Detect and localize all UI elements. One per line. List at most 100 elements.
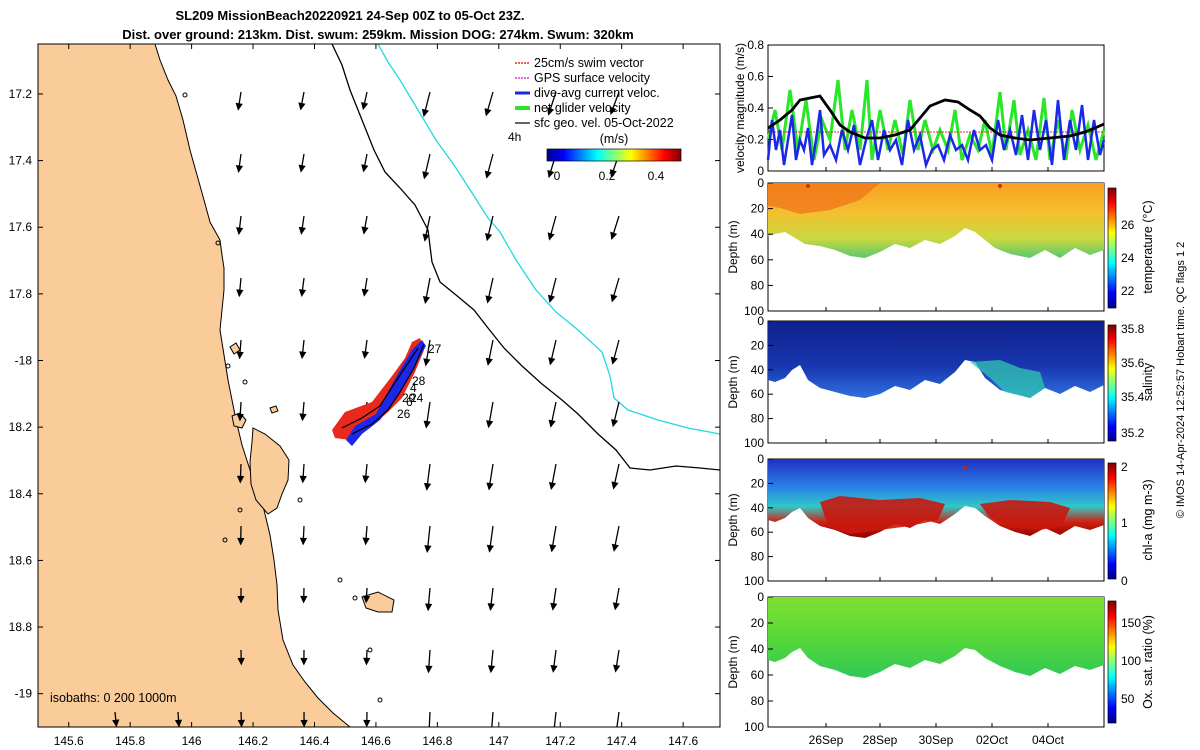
geo-vector-head <box>610 356 618 365</box>
island <box>231 412 247 429</box>
geo-vector-head <box>362 537 370 546</box>
velocity-panel: 0 0.2 0.4 0.6 0.8 velocity magnitude (m/s) <box>733 38 1106 178</box>
geo-vector-head <box>363 719 371 727</box>
depth-tick-label: 0 <box>757 314 764 328</box>
depth-tick-label: 20 <box>751 616 765 630</box>
geo-vector-head <box>489 728 494 734</box>
geo-vector-head <box>487 603 495 612</box>
geo-vector-head <box>361 288 369 297</box>
time-tick-label: 02Oct <box>976 733 1009 747</box>
ox-cbar-tick: 150 <box>1121 616 1141 630</box>
depth-tick-label: 20 <box>751 338 765 352</box>
geo-vector-head <box>550 664 558 673</box>
geo-vector-head <box>547 169 555 179</box>
ox-cbar-tick: 50 <box>1121 692 1135 706</box>
geo-vector-head <box>423 420 431 429</box>
map-axis-ticks: 145.6 145.8 146 146.2 146.4 146.6 146.8 147 147.… <box>9 44 720 748</box>
colorbar-unit: (m/s) <box>600 132 628 146</box>
velocity-lines <box>766 79 1106 170</box>
geo-vector-head <box>300 719 308 727</box>
depth-label: Depth (m) <box>726 220 740 273</box>
geo-vector-head <box>236 413 244 422</box>
footer-credit: © IMOS 14-Apr-2024 12:52:57 Hobart time.… <box>1175 242 1187 519</box>
chl-cbar-tick: 1 <box>1121 516 1128 530</box>
sal-cbar-tick: 35.6 <box>1121 356 1145 370</box>
geo-vector-head <box>422 295 431 305</box>
legend-net-glider: net glider velocity <box>534 101 631 115</box>
time-label: 4h <box>508 130 521 144</box>
colorbar-tick: 0 <box>554 169 561 183</box>
geo-vector-head <box>237 719 245 727</box>
depth-tick-label: 100 <box>744 304 764 318</box>
depth-tick-label: 40 <box>751 501 765 515</box>
map-y-tick-label: 18.4 <box>9 487 33 501</box>
chl-cbar-tick: 2 <box>1121 460 1128 474</box>
geo-vector-head <box>610 231 618 240</box>
geo-vector-head <box>486 420 494 429</box>
geo-vector-head <box>612 602 620 611</box>
map-x-tick-label: 146.6 <box>361 734 391 748</box>
oxygen-panel: 0 20 40 60 80 100 Depth (m) 50 100 150 Ox. sa… <box>726 590 1155 734</box>
geo-vector-head <box>610 294 618 303</box>
map-y-tick-label: 18.6 <box>9 553 33 567</box>
map-y-tick-label: 17.2 <box>9 87 33 101</box>
depth-tick-label: 0 <box>757 176 764 190</box>
geo-vector-head <box>485 295 493 304</box>
geo-vector-head <box>484 108 492 117</box>
geo-vector-head <box>486 544 494 553</box>
map-y-tick-label: 18.8 <box>9 620 33 634</box>
vel-y-tick-label: 0 <box>757 164 764 178</box>
map-y-tick-label: -18 <box>15 354 33 368</box>
geo-vector-head <box>237 537 245 546</box>
map-legend: 25cm/s swim vector GPS surface velocity … <box>515 56 674 130</box>
geo-vector-head <box>423 482 432 491</box>
geo-vector-head <box>298 102 306 111</box>
geo-vector-head <box>236 289 244 298</box>
geo-vector-head <box>299 537 308 546</box>
geo-vector-head <box>609 169 617 178</box>
map-y-tick-label: 17.6 <box>9 220 33 234</box>
map-x-tick-label: 145.8 <box>115 734 145 748</box>
ox-cbar-tick: 100 <box>1121 654 1141 668</box>
depth-tick-label: 0 <box>757 590 764 604</box>
sal-cbar-label: salinity <box>1141 362 1155 401</box>
geo-vector-head <box>174 719 183 727</box>
geo-vector-head <box>361 101 369 111</box>
geo-vector-head <box>235 164 244 173</box>
depth-tick-label: 60 <box>751 668 765 682</box>
day-labels: 27 28 4 24 20 26 6 <box>397 342 442 421</box>
map-x-tick-label: 146 <box>182 734 202 748</box>
colorbar-tick: 0.2 <box>599 169 616 183</box>
glider-track <box>332 338 426 446</box>
title-line-2: Dist. over ground: 213km. Dist. swum: 25… <box>122 27 634 42</box>
legend-swim-vector: 25cm/s swim vector <box>534 56 644 70</box>
geo-vector-head <box>298 226 306 235</box>
day-label: 24 <box>410 391 424 405</box>
chl-cbar-tick: 0 <box>1121 574 1128 588</box>
geo-vector-head <box>547 232 555 241</box>
geo-vector-head <box>548 481 557 491</box>
geo-vector-head <box>361 226 369 235</box>
map-x-tick-label: 146.8 <box>422 734 452 748</box>
geo-vector-head <box>362 475 370 484</box>
geo-vector-head <box>425 665 433 674</box>
geo-vector-head <box>487 665 496 674</box>
depth-label: Depth (m) <box>726 355 740 408</box>
geo-vector <box>428 711 431 727</box>
geo-vector-head <box>425 603 433 612</box>
time-tick-label: 04Oct <box>1032 733 1065 747</box>
geo-vector-head <box>552 728 557 734</box>
geo-vector-head <box>362 595 371 604</box>
geo-vector-head <box>112 719 120 727</box>
day-label: 28 <box>412 374 426 388</box>
geo-vector-head <box>611 481 619 490</box>
geo-vector-head <box>485 357 493 366</box>
time-tick-label: 26Sep <box>809 733 844 747</box>
geo-vector-head <box>547 294 555 304</box>
map-x-tick-label: 147.2 <box>545 734 575 748</box>
depth-tick-label: 40 <box>751 642 765 656</box>
temp-cbar-tick: 26 <box>1121 218 1135 232</box>
depth-tick-label: 40 <box>751 227 765 241</box>
geo-vector-head <box>363 657 371 666</box>
